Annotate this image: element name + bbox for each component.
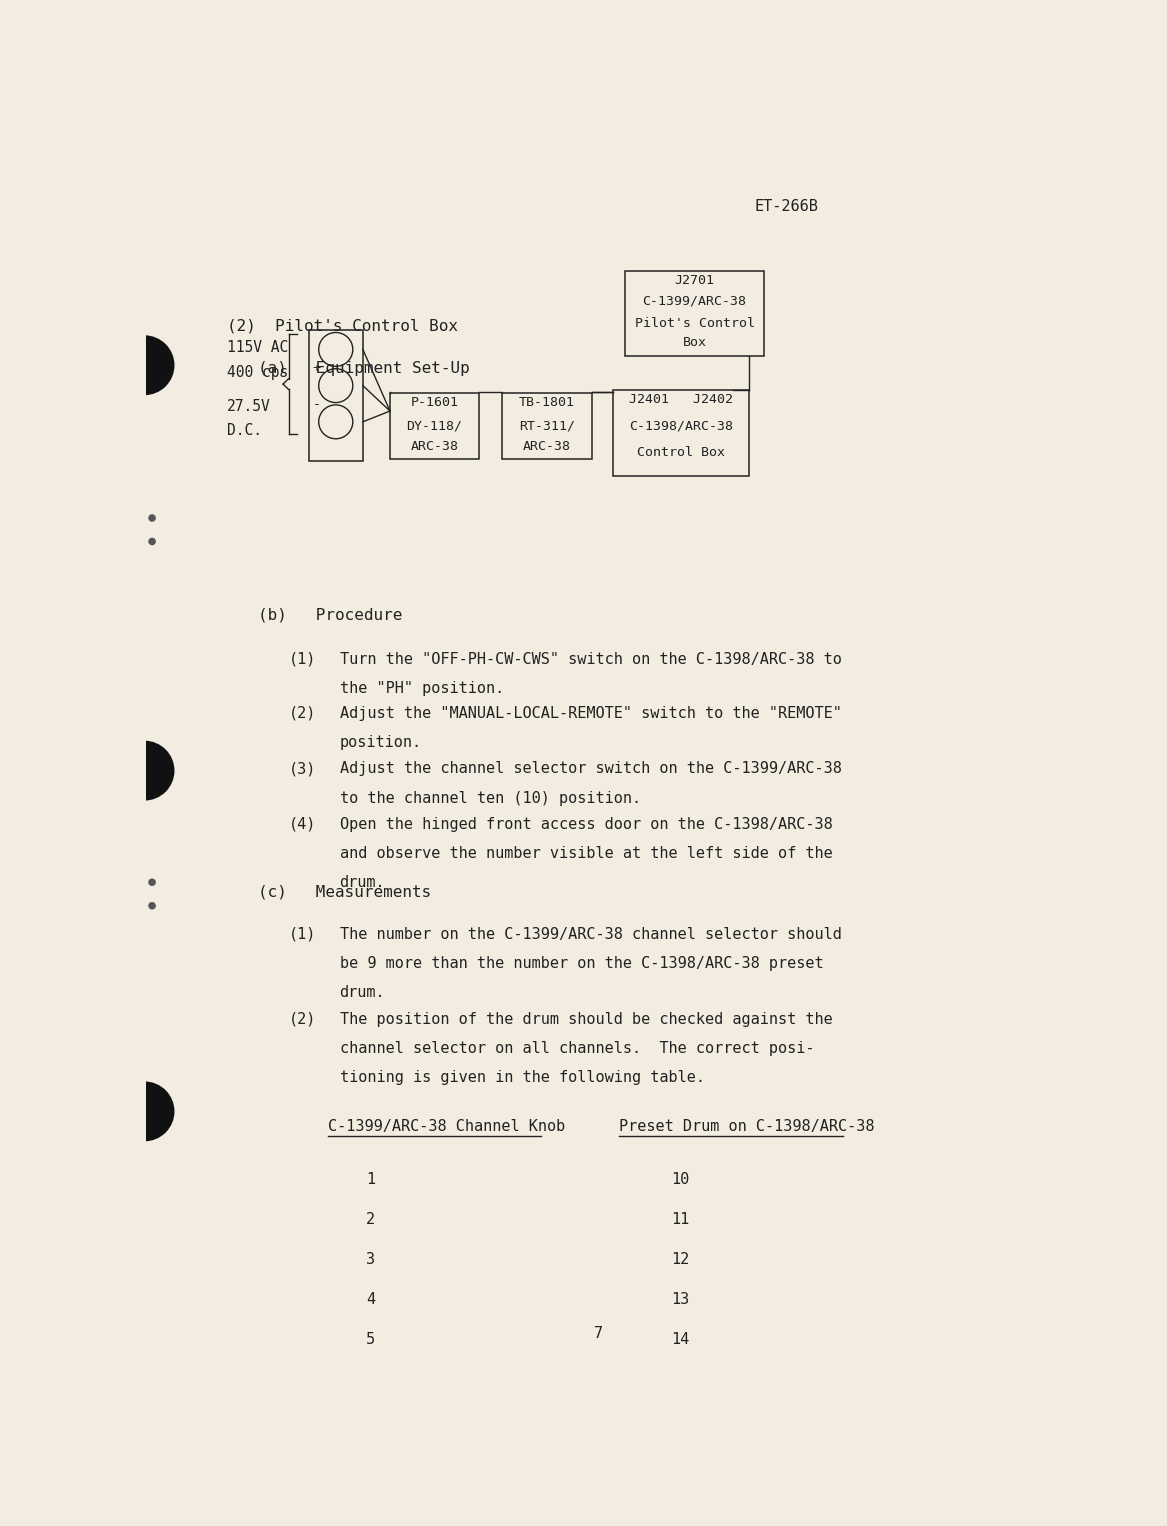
Text: Box: Box bbox=[683, 336, 706, 349]
Text: 13: 13 bbox=[671, 1293, 690, 1306]
Circle shape bbox=[149, 539, 155, 545]
Text: Adjust the channel selector switch on the C-1399/ARC-38: Adjust the channel selector switch on th… bbox=[340, 761, 841, 777]
Text: 1: 1 bbox=[366, 1172, 375, 1187]
Text: ARC-38: ARC-38 bbox=[523, 439, 571, 453]
Text: 115V AC: 115V AC bbox=[228, 340, 288, 356]
Text: DY-118/: DY-118/ bbox=[406, 420, 462, 432]
Text: be 9 more than the number on the C-1398/ARC-38 preset: be 9 more than the number on the C-1398/… bbox=[340, 957, 823, 971]
Text: The number on the C-1399/ARC-38 channel selector should: The number on the C-1399/ARC-38 channel … bbox=[340, 926, 841, 942]
Text: (1): (1) bbox=[289, 652, 316, 667]
FancyBboxPatch shape bbox=[624, 272, 764, 356]
FancyBboxPatch shape bbox=[390, 394, 480, 459]
Text: C-1399/ARC-38: C-1399/ARC-38 bbox=[643, 295, 747, 307]
Text: TB-1801: TB-1801 bbox=[519, 397, 575, 409]
Circle shape bbox=[149, 903, 155, 909]
Text: 12: 12 bbox=[671, 1251, 690, 1267]
Text: (2)  Pilot's Control Box: (2) Pilot's Control Box bbox=[228, 319, 459, 333]
Text: 11: 11 bbox=[671, 1212, 690, 1227]
Text: 5: 5 bbox=[366, 1332, 375, 1347]
Text: ARC-38: ARC-38 bbox=[411, 439, 459, 453]
Text: (4): (4) bbox=[289, 816, 316, 832]
Text: C-1398/ARC-38: C-1398/ARC-38 bbox=[629, 420, 733, 432]
Text: 27.5V: 27.5V bbox=[228, 400, 271, 415]
Text: and observe the number visible at the left side of the: and observe the number visible at the le… bbox=[340, 845, 832, 861]
Circle shape bbox=[114, 336, 174, 395]
Text: 7: 7 bbox=[594, 1326, 602, 1341]
Text: 3: 3 bbox=[366, 1251, 375, 1267]
Circle shape bbox=[149, 514, 155, 520]
Circle shape bbox=[149, 879, 155, 885]
Text: D.C.: D.C. bbox=[228, 423, 263, 438]
Text: (3): (3) bbox=[289, 761, 316, 777]
Text: C-1399/ARC-38 Channel Knob: C-1399/ARC-38 Channel Knob bbox=[328, 1120, 565, 1134]
Text: drum.: drum. bbox=[340, 876, 385, 890]
Circle shape bbox=[114, 1082, 174, 1140]
Text: drum.: drum. bbox=[340, 986, 385, 1001]
Text: (c)   Measurements: (c) Measurements bbox=[258, 885, 432, 899]
FancyBboxPatch shape bbox=[308, 330, 363, 461]
Text: Pilot's Control: Pilot's Control bbox=[635, 317, 755, 330]
Circle shape bbox=[114, 742, 174, 800]
Text: 10: 10 bbox=[671, 1172, 690, 1187]
Text: position.: position. bbox=[340, 736, 421, 751]
Text: Preset Drum on C-1398/ARC-38: Preset Drum on C-1398/ARC-38 bbox=[619, 1120, 874, 1134]
Text: The position of the drum should be checked against the: The position of the drum should be check… bbox=[340, 1012, 832, 1027]
Text: -: - bbox=[313, 398, 321, 412]
Text: the "PH" position.: the "PH" position. bbox=[340, 681, 504, 696]
Text: P-1601: P-1601 bbox=[411, 397, 459, 409]
Text: Turn the "OFF-PH-CW-CWS" switch on the C-1398/ARC-38 to: Turn the "OFF-PH-CW-CWS" switch on the C… bbox=[340, 652, 841, 667]
Text: (1): (1) bbox=[289, 926, 316, 942]
Text: 2: 2 bbox=[366, 1212, 375, 1227]
Text: 400 cps: 400 cps bbox=[228, 365, 288, 380]
Text: (b)   Procedure: (b) Procedure bbox=[258, 607, 403, 623]
Text: Control Box: Control Box bbox=[637, 446, 725, 459]
Text: (a)   Equipment Set-Up: (a) Equipment Set-Up bbox=[258, 360, 470, 375]
Text: to the channel ten (10) position.: to the channel ten (10) position. bbox=[340, 790, 641, 806]
Text: tioning is given in the following table.: tioning is given in the following table. bbox=[340, 1070, 705, 1085]
Text: 14: 14 bbox=[671, 1332, 690, 1347]
FancyBboxPatch shape bbox=[502, 394, 592, 459]
Text: channel selector on all channels.  The correct posi-: channel selector on all channels. The co… bbox=[340, 1041, 815, 1056]
Text: RT-311/: RT-311/ bbox=[519, 420, 575, 432]
Text: (2): (2) bbox=[289, 1012, 316, 1027]
Text: J2701: J2701 bbox=[675, 275, 714, 287]
Text: Open the hinged front access door on the C-1398/ARC-38: Open the hinged front access door on the… bbox=[340, 816, 832, 832]
Text: J2401   J2402: J2401 J2402 bbox=[629, 394, 733, 406]
Text: ET-266B: ET-266B bbox=[754, 200, 818, 214]
Text: Adjust the "MANUAL-LOCAL-REMOTE" switch to the "REMOTE": Adjust the "MANUAL-LOCAL-REMOTE" switch … bbox=[340, 707, 841, 720]
Text: (2): (2) bbox=[289, 707, 316, 720]
Text: 4: 4 bbox=[366, 1293, 375, 1306]
FancyBboxPatch shape bbox=[613, 391, 749, 476]
Text: +: + bbox=[313, 362, 321, 375]
